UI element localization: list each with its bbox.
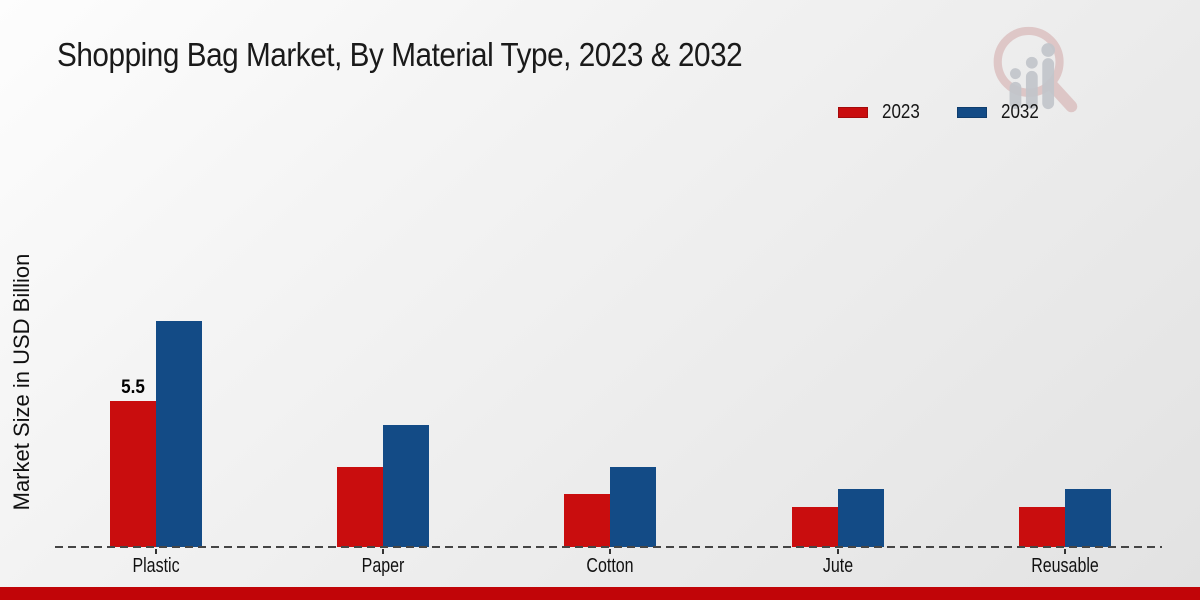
- legend-label: 2023: [882, 101, 920, 123]
- category-label-jute: Jute: [822, 555, 853, 577]
- legend-item-2023: 2023: [838, 101, 927, 124]
- axis-tick-jute: [836, 549, 839, 554]
- bar-reusable-2023: [1018, 507, 1065, 547]
- axis-tick-reusable: [1063, 549, 1066, 554]
- bar-jute-2032: [837, 489, 884, 547]
- legend: 2023 2032: [838, 101, 1045, 124]
- bar-cotton-2023: [564, 494, 611, 547]
- legend-label: 2032: [1000, 101, 1039, 123]
- bar-paper-2023: [337, 467, 384, 547]
- x-axis-baseline: [55, 546, 1162, 548]
- data-label-plastic-2023: 5.5: [121, 377, 145, 398]
- bar-jute-2023: [791, 507, 838, 547]
- bar-paper-2032: [383, 425, 430, 547]
- category-label-plastic: Plastic: [132, 555, 180, 577]
- bar-cotton-2032: [610, 467, 657, 547]
- legend-swatch-2032: [956, 107, 987, 118]
- magnifier-bar-chart-logo-icon: [993, 26, 1078, 113]
- axis-tick-plastic: [155, 549, 157, 554]
- axis-tick-paper: [382, 549, 385, 554]
- footer-accent-bar: [0, 587, 1200, 600]
- bar-plastic-2023: [110, 401, 156, 547]
- bar-reusable-2032: [1064, 489, 1111, 547]
- category-label-reusable: Reusable: [1030, 555, 1099, 577]
- category-label-paper: Paper: [361, 555, 405, 577]
- legend-swatch-2023: [838, 107, 868, 118]
- axis-tick-cotton: [609, 549, 612, 554]
- category-label-cotton: Cotton: [586, 555, 634, 577]
- legend-item-2032: 2032: [956, 101, 1046, 124]
- bar-plastic-2032: [156, 321, 202, 547]
- chart-title: Shopping Bag Market, By Material Type, 2…: [57, 36, 743, 73]
